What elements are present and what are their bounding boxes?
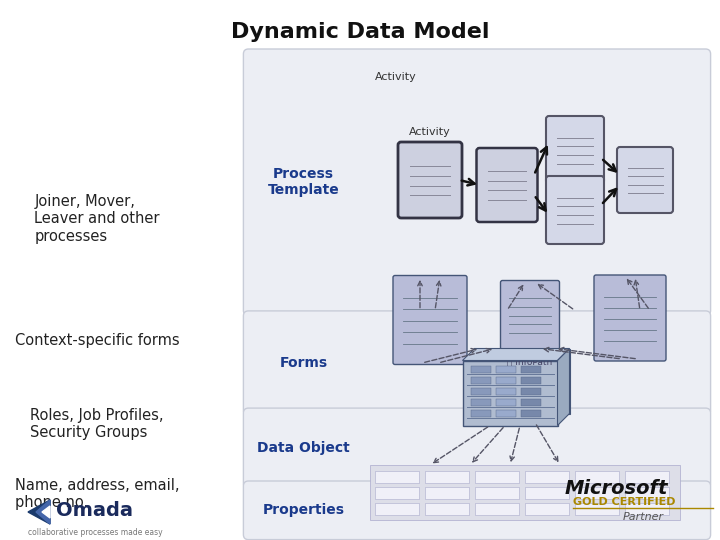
FancyBboxPatch shape (470, 388, 490, 395)
FancyBboxPatch shape (594, 275, 666, 361)
Text: collaborative processes made easy: collaborative processes made easy (28, 528, 163, 537)
Text: Activity: Activity (375, 72, 417, 82)
Polygon shape (474, 348, 570, 414)
FancyBboxPatch shape (525, 503, 569, 515)
FancyBboxPatch shape (521, 376, 541, 383)
FancyBboxPatch shape (521, 388, 541, 395)
FancyBboxPatch shape (243, 408, 711, 488)
Polygon shape (462, 348, 570, 361)
FancyBboxPatch shape (425, 471, 469, 483)
FancyBboxPatch shape (525, 487, 569, 499)
FancyBboxPatch shape (425, 503, 469, 515)
FancyBboxPatch shape (425, 487, 469, 499)
FancyBboxPatch shape (470, 376, 490, 383)
Text: Microsoft: Microsoft (565, 478, 668, 497)
Text: Joiner, Mover,
Leaver and other
processes: Joiner, Mover, Leaver and other processe… (35, 194, 160, 244)
FancyBboxPatch shape (475, 487, 519, 499)
FancyBboxPatch shape (625, 471, 669, 483)
FancyBboxPatch shape (243, 311, 711, 415)
FancyBboxPatch shape (393, 275, 467, 364)
FancyBboxPatch shape (575, 487, 619, 499)
Polygon shape (42, 506, 50, 518)
FancyBboxPatch shape (495, 376, 516, 383)
FancyBboxPatch shape (575, 471, 619, 483)
Text: Name, address, email,
phone no.: Name, address, email, phone no. (15, 478, 179, 510)
FancyBboxPatch shape (495, 399, 516, 406)
Text: Roles, Job Profiles,
Security Groups: Roles, Job Profiles, Security Groups (30, 408, 164, 440)
FancyBboxPatch shape (495, 409, 516, 416)
FancyBboxPatch shape (470, 409, 490, 416)
FancyBboxPatch shape (370, 465, 680, 520)
FancyBboxPatch shape (495, 366, 516, 373)
Polygon shape (28, 500, 50, 524)
Text: Context-specific forms: Context-specific forms (15, 333, 179, 348)
Polygon shape (557, 348, 570, 426)
Text: GOLD CERTIFIED: GOLD CERTIFIED (573, 497, 675, 507)
Text: Forms: Forms (279, 356, 328, 370)
FancyBboxPatch shape (477, 148, 538, 222)
FancyBboxPatch shape (375, 503, 419, 515)
FancyBboxPatch shape (470, 399, 490, 406)
FancyBboxPatch shape (546, 176, 604, 244)
Polygon shape (36, 500, 50, 524)
FancyBboxPatch shape (243, 49, 711, 315)
Text: Process
Template: Process Template (268, 167, 339, 197)
FancyBboxPatch shape (546, 116, 604, 184)
Text: Data Object: Data Object (257, 441, 350, 455)
Text: Omada: Omada (56, 501, 133, 519)
FancyBboxPatch shape (617, 147, 673, 213)
FancyBboxPatch shape (398, 142, 462, 218)
Text: Dynamic Data Model: Dynamic Data Model (230, 22, 490, 42)
FancyBboxPatch shape (470, 366, 490, 373)
FancyBboxPatch shape (521, 366, 541, 373)
FancyBboxPatch shape (475, 471, 519, 483)
FancyBboxPatch shape (521, 399, 541, 406)
FancyBboxPatch shape (575, 503, 619, 515)
Text: Activity: Activity (409, 127, 451, 137)
FancyBboxPatch shape (521, 409, 541, 416)
FancyBboxPatch shape (475, 503, 519, 515)
FancyBboxPatch shape (375, 471, 419, 483)
FancyBboxPatch shape (462, 361, 557, 426)
Text: ™: ™ (660, 481, 670, 491)
FancyBboxPatch shape (625, 487, 669, 499)
FancyBboxPatch shape (525, 471, 569, 483)
Text: 🖹 InfoPath: 🖹 InfoPath (508, 357, 553, 366)
FancyBboxPatch shape (500, 280, 559, 349)
FancyBboxPatch shape (495, 388, 516, 395)
FancyBboxPatch shape (375, 487, 419, 499)
FancyBboxPatch shape (625, 503, 669, 515)
Text: Partner: Partner (622, 512, 664, 522)
FancyBboxPatch shape (243, 481, 711, 539)
Text: Properties: Properties (262, 503, 344, 517)
